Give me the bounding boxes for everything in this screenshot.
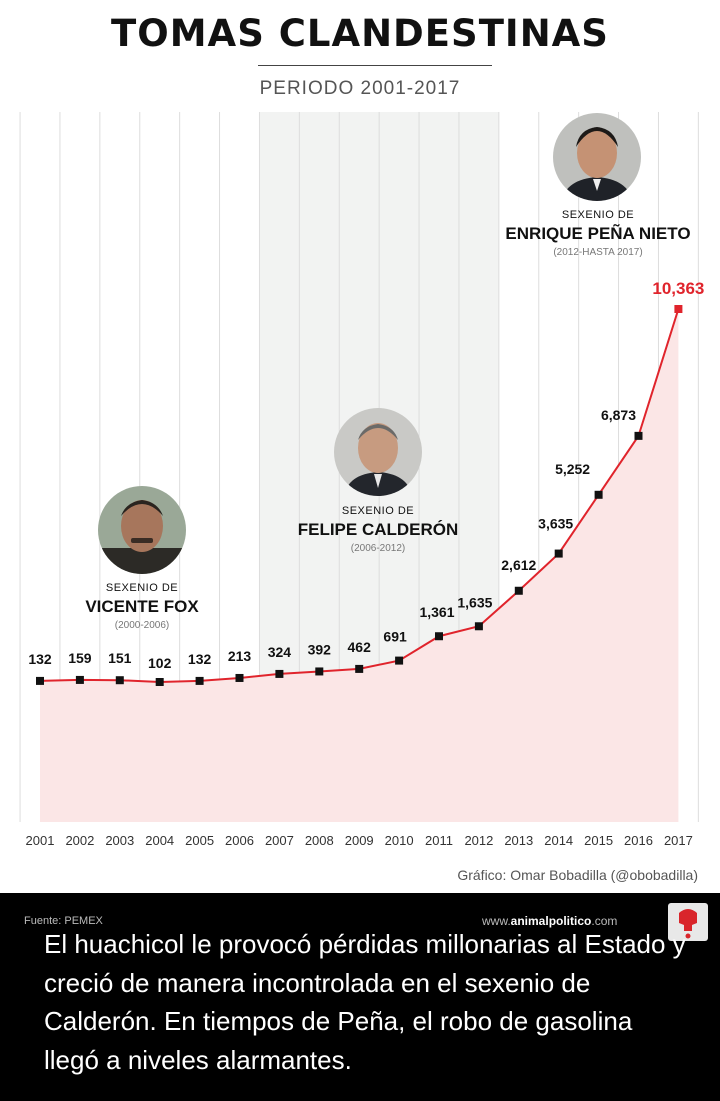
x-tick-label: 2013 [504,833,533,848]
data-label: 213 [228,648,252,664]
data-label: 691 [383,629,407,645]
president-name: VICENTE FOX [85,597,199,616]
x-tick-label: 2002 [65,833,94,848]
data-point [554,549,563,558]
sexenio-label: SEXENIO DE [561,209,635,221]
enrique-pena-nieto-portrait [553,113,641,201]
data-point [275,669,284,678]
x-tick-label: 2017 [664,833,693,848]
data-point [195,676,204,685]
data-label: 159 [68,650,92,666]
data-point [155,678,164,686]
data-label: 10,363 [652,279,704,298]
x-tick-label: 2003 [105,833,134,848]
sexenio-label: SEXENIO DE [341,505,415,517]
x-tick-label: 2009 [345,833,374,848]
data-point [75,675,84,684]
vicente-fox-portrait [98,486,186,574]
website-suffix: .com [591,914,618,928]
data-point [355,664,364,673]
data-point [474,622,483,631]
x-tick-label: 2010 [385,833,414,848]
x-tick-label: 2006 [225,833,254,848]
term-period: (2000-2006) [114,620,170,631]
data-label: 1,635 [457,594,492,610]
data-label: 102 [148,655,172,671]
data-label: 151 [108,650,132,666]
vicente-fox-caption: SEXENIO DE VICENTE FOX (2000-2006) [42,582,242,631]
website-brand: animalpolitico [510,914,592,928]
data-label: 132 [188,651,212,667]
x-tick-label: 2015 [584,833,613,848]
data-point [634,431,643,440]
data-point [235,673,244,682]
x-tick-label: 2001 [26,833,55,848]
data-point [674,305,683,313]
x-tick-label: 2008 [305,833,334,848]
chart-credit: Gráfico: Omar Bobadilla (@obobadilla) [457,867,698,883]
footer-bar [0,893,720,1101]
president-name: ENRIQUE PEÑA NIETO [505,224,691,243]
x-tick-label: 2011 [425,833,453,848]
data-point [514,586,523,595]
data-label: 1,361 [419,604,454,620]
x-tick-label: 2004 [145,833,174,848]
chart-subtitle: PERIODO 2001-2017 [259,78,461,99]
data-label: 3,635 [538,516,573,532]
series-area [40,309,679,822]
x-tick-label: 2014 [544,833,573,848]
felipe-calderon-caption: SEXENIO DE FELIPE CALDERÓN (2006-2012) [276,505,480,554]
sexenio-label: SEXENIO DE [105,582,179,594]
website-prefix: www. [482,914,511,928]
x-tick-label: 2012 [464,833,493,848]
data-label: 2,612 [501,557,536,573]
data-label: 132 [28,651,52,667]
data-label: 324 [268,644,292,660]
data-point [435,632,443,641]
felipe-calderon-portrait [334,408,422,496]
brand-logo-icon [668,903,708,941]
overlay-caption: El huachicol le provocó pérdidas millona… [44,929,686,1075]
data-label: 5,252 [555,461,590,477]
chart-title: TOMAS CLANDESTINAS [111,12,609,55]
title-divider [258,65,492,66]
data-point [395,656,404,665]
data-label: 392 [308,641,332,657]
infographic-poster: TOMAS CLANDESTINAS PERIODO 2001-2017 132… [0,0,720,893]
enrique-pena-nieto-caption: SEXENIO DE ENRIQUE PEÑA NIETO (2012-HAST… [488,209,708,258]
data-point [36,676,44,685]
x-tick-label: 2007 [265,833,294,848]
term-period: (2006-2012) [350,543,406,554]
data-label: 462 [348,639,372,655]
data-point [115,676,124,685]
x-tick-label: 2005 [185,833,214,848]
term-period: (2012-HASTA 2017) [553,247,643,258]
x-tick-label: 2016 [624,833,653,848]
website-label: www.animalpolitico.com [482,914,617,928]
data-point [315,667,324,676]
president-name: FELIPE CALDERÓN [297,520,459,539]
source-label: Fuente: PEMEX [24,915,103,927]
data-point [594,490,603,499]
data-label: 6,873 [601,407,636,423]
